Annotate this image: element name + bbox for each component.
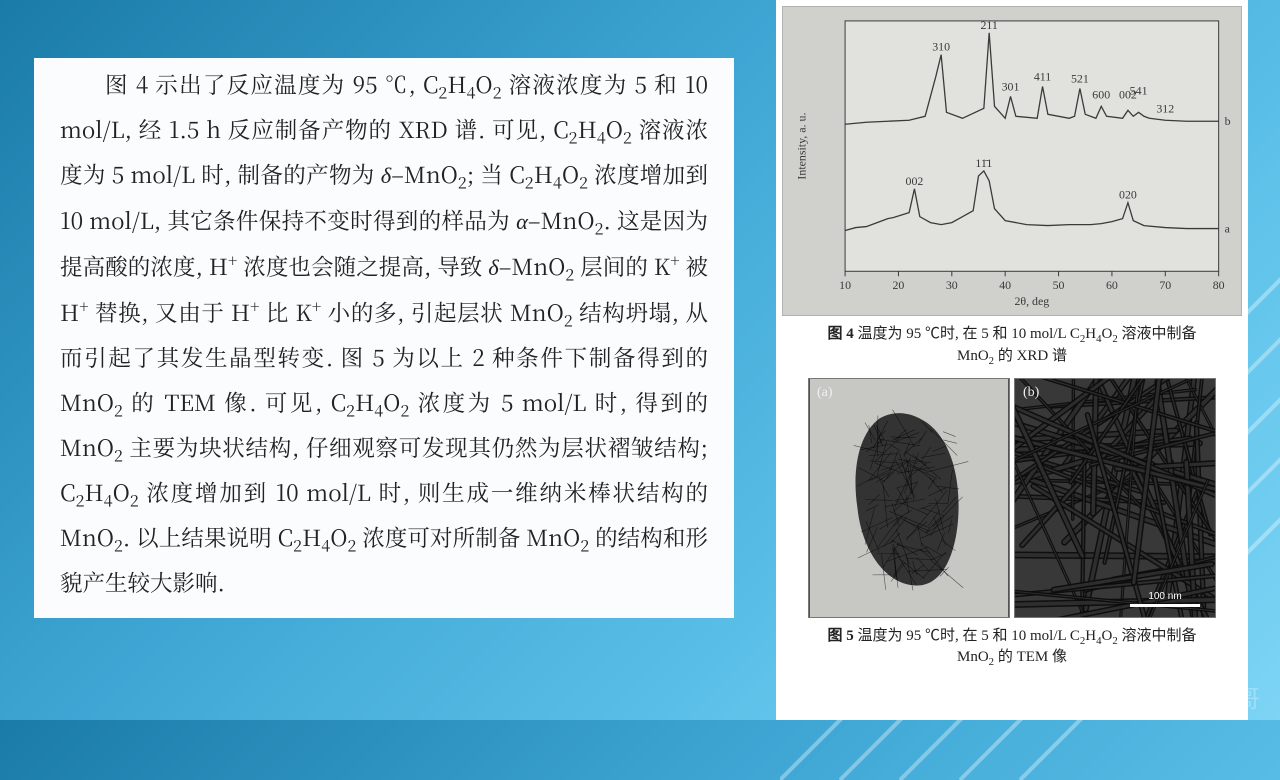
tem-a-tag: (a): [817, 385, 833, 401]
body-paragraph: 图 4 示出了反应温度为 95 ℃, C2H4O2 溶液浓度为 5 和 10 m…: [60, 62, 708, 605]
svg-text:301: 301: [1002, 79, 1020, 93]
svg-text:411: 411: [1034, 70, 1051, 84]
svg-text:541: 541: [1130, 83, 1148, 97]
svg-text:312: 312: [1156, 101, 1174, 115]
scalebar: 100 nm: [1125, 591, 1205, 607]
svg-text:600: 600: [1092, 87, 1110, 101]
svg-text:60: 60: [1106, 278, 1118, 292]
svg-text:521: 521: [1071, 72, 1089, 86]
svg-text:20: 20: [892, 278, 904, 292]
fig4-label: 图 4: [827, 326, 853, 342]
fig5-tem-image: (a) (b) 100 nm: [808, 378, 1216, 618]
svg-text:Intensity, a. u.: Intensity, a. u.: [794, 113, 808, 180]
svg-text:002: 002: [906, 174, 924, 188]
fig5-caption-line1: 温度为 95 ℃时, 在 5 和 10 mol/L C2H4O2 溶液中制备: [857, 628, 1196, 644]
svg-text:80: 80: [1213, 278, 1225, 292]
svg-text:310: 310: [932, 40, 950, 54]
svg-text:40: 40: [999, 278, 1011, 292]
svg-text:70: 70: [1159, 278, 1171, 292]
scalebar-text: 100 nm: [1148, 591, 1181, 602]
svg-text:020: 020: [1119, 188, 1137, 202]
svg-text:b: b: [1225, 114, 1231, 128]
svg-text:30: 30: [946, 278, 958, 292]
tem-panel-b: (b) 100 nm: [1014, 378, 1216, 618]
fig4-caption-line1: 温度为 95 ℃时, 在 5 和 10 mol/L C2H4O2 溶液中制备: [857, 326, 1196, 342]
fig5-label: 图 5: [827, 628, 853, 644]
fig5-caption-line2: MnO2 的 TEM 像: [957, 649, 1067, 665]
fig5-caption: 图 5 温度为 95 ℃时, 在 5 和 10 mol/L C2H4O2 溶液中…: [792, 626, 1232, 670]
fig4-caption-line2: MnO2 的 XRD 谱: [957, 348, 1067, 364]
svg-text:50: 50: [1053, 278, 1065, 292]
svg-text:11̄1: 11̄1: [975, 156, 992, 170]
fig4-xrd-chart: 10 20 30 40 50 60 70 80 2θ, deg Intensity, a. u. 0…: [782, 6, 1242, 316]
svg-text:a: a: [1225, 222, 1231, 236]
svg-text:2θ, deg: 2θ, deg: [1014, 294, 1049, 308]
scalebar-bar: [1130, 604, 1200, 607]
tem-b-tag: (b): [1023, 385, 1039, 401]
figure-column: 10 20 30 40 50 60 70 80 2θ, deg Intensity, a. u. 0…: [776, 0, 1248, 720]
svg-text:10: 10: [839, 278, 851, 292]
tem-panel-a: (a): [808, 378, 1010, 618]
fig4-caption: 图 4 温度为 95 ℃时, 在 5 和 10 mol/L C2H4O2 溶液中…: [792, 324, 1232, 368]
body-text-panel: 图 4 示出了反应温度为 95 ℃, C2H4O2 溶液浓度为 5 和 10 m…: [34, 58, 734, 618]
svg-text:211: 211: [980, 18, 997, 32]
